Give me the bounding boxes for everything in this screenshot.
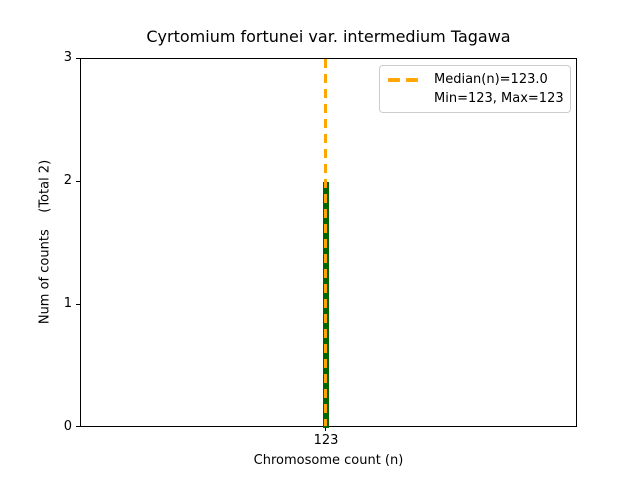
orange-dashed-line-icon xyxy=(388,77,424,82)
x-axis-label: Chromosome count (n) xyxy=(253,453,404,468)
legend-label-median: Median(n)=123.0 xyxy=(434,72,548,87)
y-tick-mark-3 xyxy=(76,58,80,59)
y-tick-mark-0 xyxy=(76,426,80,427)
x-tick-mark-123 xyxy=(325,427,326,431)
legend: Median(n)=123.0 Min=123, Max=123 xyxy=(379,65,571,113)
chart-title: Cyrtomium fortunei var. intermedium Taga… xyxy=(146,27,511,46)
legend-label-minmax: Min=123, Max=123 xyxy=(434,91,564,106)
y-tick-mark-1 xyxy=(76,304,80,305)
y-tick-label-0: 0 xyxy=(63,419,72,434)
y-tick-label-1: 1 xyxy=(63,296,72,311)
y-tick-label-3: 3 xyxy=(63,50,72,65)
y-tick-label-2: 2 xyxy=(63,173,72,188)
y-tick-mark-2 xyxy=(76,181,80,182)
legend-entry-minmax: Min=123, Max=123 xyxy=(388,89,564,108)
legend-entry-median: Median(n)=123.0 xyxy=(388,70,562,89)
plot-area: Median(n)=123.0 Min=123, Max=123 xyxy=(80,58,577,428)
median-dashed-line xyxy=(324,59,327,426)
x-tick-label-123: 123 xyxy=(313,433,339,448)
